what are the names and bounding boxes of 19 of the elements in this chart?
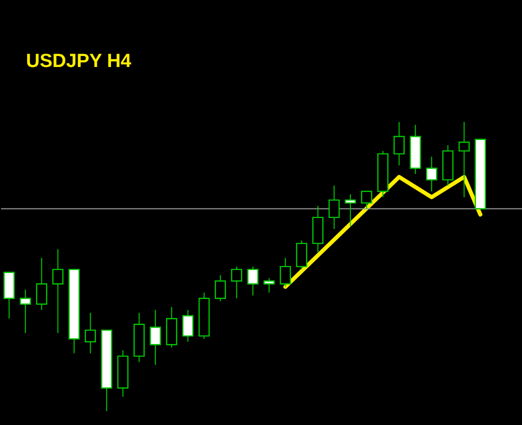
candlestick [458, 122, 470, 198]
candlestick [264, 278, 275, 294]
candlestick [231, 266, 242, 299]
candlestick [344, 194, 356, 227]
candlestick [361, 190, 372, 210]
candlestick [182, 309, 194, 342]
candlestick [52, 248, 64, 334]
candlestick [20, 289, 31, 334]
candlestick [214, 274, 226, 302]
candlestick [84, 312, 96, 354]
candlestick [150, 309, 161, 366]
candlestick [296, 240, 308, 270]
chart-title: USDJPY H4 [26, 51, 132, 72]
candlestick [328, 185, 340, 230]
candlestick [280, 257, 291, 288]
candlestick [426, 156, 438, 192]
candlestick [394, 122, 405, 166]
candlestick [36, 257, 48, 310]
candlestick [247, 266, 258, 296]
